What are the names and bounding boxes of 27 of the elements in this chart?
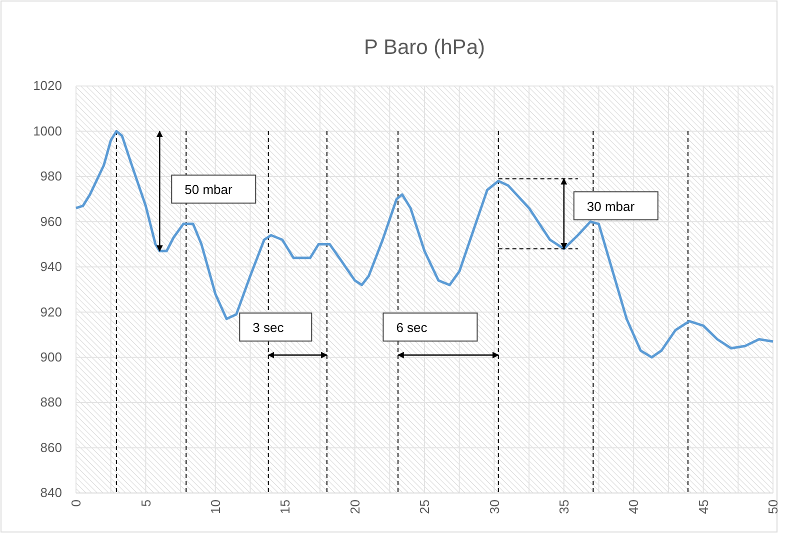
y-tick-label: 980	[40, 168, 62, 184]
y-tick-label: 1000	[33, 123, 62, 138]
x-tick-label: 10	[208, 500, 223, 514]
y-tick-label: 1020	[33, 78, 62, 94]
x-tick-label: 35	[556, 500, 572, 514]
y-tick-label: 920	[40, 304, 62, 320]
line-series	[74, 130, 774, 359]
x-tick-label: 25	[417, 500, 432, 514]
x-tick-label: 30	[486, 500, 502, 514]
y-tick-label: 940	[40, 259, 62, 274]
annotation: 50 mbar	[184, 182, 233, 198]
y-tick-label: 840	[40, 485, 62, 500]
annotation: 6 sec	[396, 320, 428, 336]
annotation: 3 sec	[252, 320, 284, 336]
x-tick-label: 5	[138, 500, 154, 507]
x-tick-label: 40	[626, 500, 642, 514]
x-tick-label: 50	[766, 500, 781, 514]
annotation: 30 mbar	[586, 198, 636, 214]
y-tick-label: 880	[40, 394, 62, 410]
x-tick-label: 45	[696, 500, 711, 514]
x-tick-label: 20	[347, 500, 362, 514]
y-tick-label: 900	[40, 349, 62, 364]
y-tick-label: 960	[40, 214, 62, 229]
x-tick-label: 15	[278, 500, 293, 514]
chart-title: P Baro (hPa)	[364, 36, 486, 59]
y-tick-label: 860	[40, 440, 62, 455]
x-tick-label: 0	[68, 500, 84, 507]
